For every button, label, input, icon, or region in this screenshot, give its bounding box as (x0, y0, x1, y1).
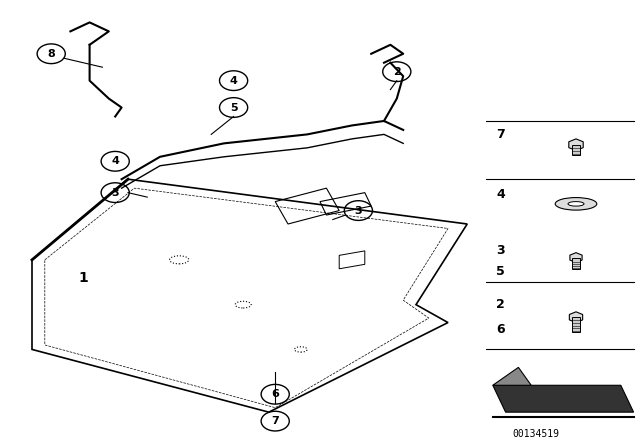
Text: 5: 5 (230, 103, 237, 112)
Text: 1: 1 (78, 271, 88, 285)
Text: 7: 7 (271, 416, 279, 426)
Text: 2: 2 (393, 67, 401, 77)
Bar (572, 317, 580, 332)
Text: 2: 2 (496, 298, 505, 311)
Text: 3: 3 (111, 188, 119, 198)
Text: 7: 7 (496, 128, 505, 141)
Text: 4: 4 (496, 188, 505, 202)
Text: 4: 4 (111, 156, 119, 166)
Text: 4: 4 (230, 76, 237, 86)
Text: 5: 5 (496, 264, 505, 278)
Text: 8: 8 (47, 49, 55, 59)
Text: 3: 3 (355, 206, 362, 215)
Bar (572, 258, 580, 269)
Ellipse shape (568, 202, 584, 206)
Text: 6: 6 (496, 323, 504, 336)
Polygon shape (493, 385, 634, 412)
Polygon shape (569, 139, 583, 151)
Polygon shape (570, 253, 582, 263)
Polygon shape (493, 367, 531, 385)
Text: 6: 6 (271, 389, 279, 399)
Bar (572, 145, 580, 155)
Polygon shape (570, 312, 582, 323)
Ellipse shape (556, 198, 596, 210)
Text: 00134519: 00134519 (512, 429, 559, 439)
Text: 3: 3 (496, 244, 504, 258)
